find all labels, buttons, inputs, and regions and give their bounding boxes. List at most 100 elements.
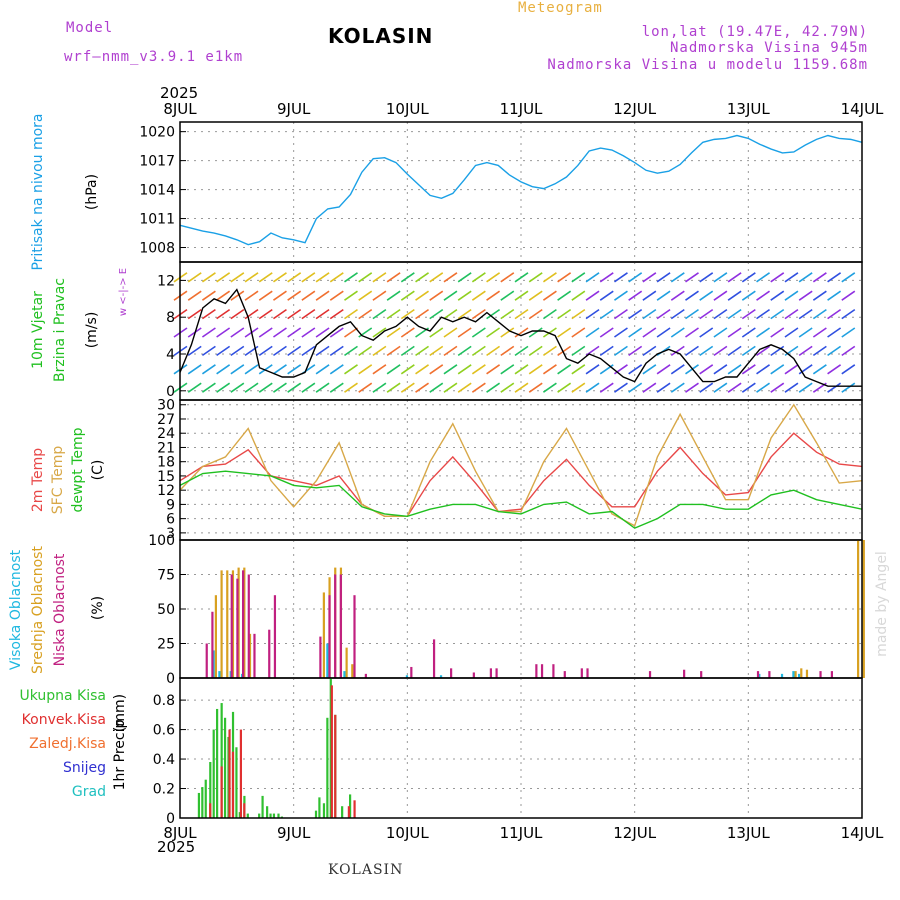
wind-barb (542, 308, 557, 320)
bar-ukupna-kisa (220, 703, 223, 818)
bar-ukupna-kisa (318, 797, 321, 818)
wind-barb (372, 272, 387, 283)
wind-barb (628, 345, 643, 357)
wind-barb (542, 345, 557, 357)
wind-barb (542, 327, 557, 338)
wind-barb (358, 364, 373, 375)
wind-barb (471, 364, 486, 375)
wind-barb (741, 382, 756, 393)
bar-ukupna-kisa (212, 729, 215, 818)
bar-niska-oblacnost (247, 574, 250, 678)
wind-barb (685, 272, 699, 283)
wind-barb (471, 290, 486, 301)
wind-barb (486, 327, 501, 338)
wind-barb (514, 364, 529, 375)
wind-barb (457, 290, 472, 301)
bar-konvek-kisa (330, 685, 333, 818)
wind-barb (699, 345, 714, 357)
y-tick-label: 18 (157, 455, 175, 471)
bar-niska-oblacnost (211, 611, 214, 678)
wind-barb (415, 290, 429, 301)
wind-barb (344, 345, 358, 357)
bar-srednja-oblacnost (862, 540, 865, 678)
y-tick-label: 75 (157, 568, 175, 584)
wind-barb (656, 272, 671, 283)
bar-konvek-kisa (209, 803, 212, 818)
y-tick-label: 3 (166, 526, 175, 542)
precip-legend-item: Snijeg (63, 760, 106, 776)
wind-barb (599, 327, 614, 338)
wind-barb (614, 308, 628, 320)
wind-barb (528, 345, 543, 357)
bar-ukupna-kisa (201, 787, 204, 818)
footer-station: KOLASIN (328, 862, 404, 878)
wind-barb (741, 290, 756, 301)
bar-ukupna-kisa (277, 813, 280, 818)
bar-ukupna-kisa (246, 813, 249, 818)
y-label-cloud-mid: Srednja Oblacnost (30, 546, 46, 674)
wind-barb (514, 345, 529, 357)
bar-niska-oblacnost (552, 664, 555, 678)
bar-niska-oblacnost (328, 595, 331, 678)
wind-barb (187, 272, 202, 283)
wind-barb (443, 364, 458, 375)
bar-niska-oblacnost (353, 595, 356, 678)
wind-barb (329, 327, 344, 338)
wind-barb (273, 272, 287, 283)
wind-barb (784, 290, 799, 301)
bar-niska-oblacnost (756, 671, 760, 678)
wind-barb (770, 308, 785, 320)
wind-barb (685, 327, 699, 338)
bar-srednja-oblacnost (800, 668, 803, 678)
y-label-wind-2: Brzina i Pravac (52, 278, 68, 382)
wind-barb (216, 345, 231, 357)
wind-barb (443, 345, 458, 357)
wind-barb (372, 327, 387, 338)
wind-barb (670, 308, 685, 320)
bar-srednja-oblacnost (226, 570, 229, 678)
wind-barb (216, 364, 231, 375)
wind-barb (585, 345, 600, 357)
bar-niska-oblacnost (205, 643, 208, 678)
wind-barb (315, 327, 330, 338)
y-tick-label: 4 (166, 347, 175, 363)
wind-barb (358, 345, 373, 357)
bar-niska-oblacnost (432, 639, 436, 678)
wind-barb (557, 327, 572, 338)
bar-niska-oblacnost (450, 668, 453, 678)
precip-legend-item: Konvek.Kisa (22, 712, 106, 728)
bar-niska-oblacnost (364, 673, 367, 678)
wind-barb (329, 345, 344, 357)
wind-barb (457, 382, 472, 393)
y-tick-label: 1014 (139, 183, 175, 199)
wind-barb (642, 290, 657, 301)
wind-barb (273, 345, 287, 357)
wind-barb (599, 364, 614, 375)
wind-barb (713, 327, 728, 338)
wind-arrows (173, 272, 856, 393)
y-tick-label: 0 (166, 671, 175, 687)
wind-barb (699, 327, 714, 338)
wind-barb (784, 382, 799, 393)
wind-barb (585, 308, 600, 320)
wind-barb (614, 382, 628, 393)
y-tick-label: 6 (166, 512, 175, 528)
bar-niska-oblacnost (268, 629, 271, 678)
wind-barb (614, 290, 628, 301)
wind-barb (216, 290, 231, 301)
wind-barb (386, 382, 401, 393)
wind-barb (258, 290, 273, 301)
bar-konvek-kisa (353, 800, 356, 818)
wind-barb (798, 308, 813, 320)
wind-barb (841, 345, 856, 357)
wind-barb (770, 382, 785, 393)
wind-barb (685, 308, 699, 320)
wind-barb (315, 345, 330, 357)
wind-barb (542, 272, 557, 283)
bar-visoka-oblacnost (405, 675, 409, 678)
wind-barb (471, 382, 486, 393)
wind-barb (315, 382, 330, 393)
wind-barb (557, 290, 572, 301)
wind-barb (500, 290, 515, 301)
y-tick-label: 12 (157, 483, 175, 499)
